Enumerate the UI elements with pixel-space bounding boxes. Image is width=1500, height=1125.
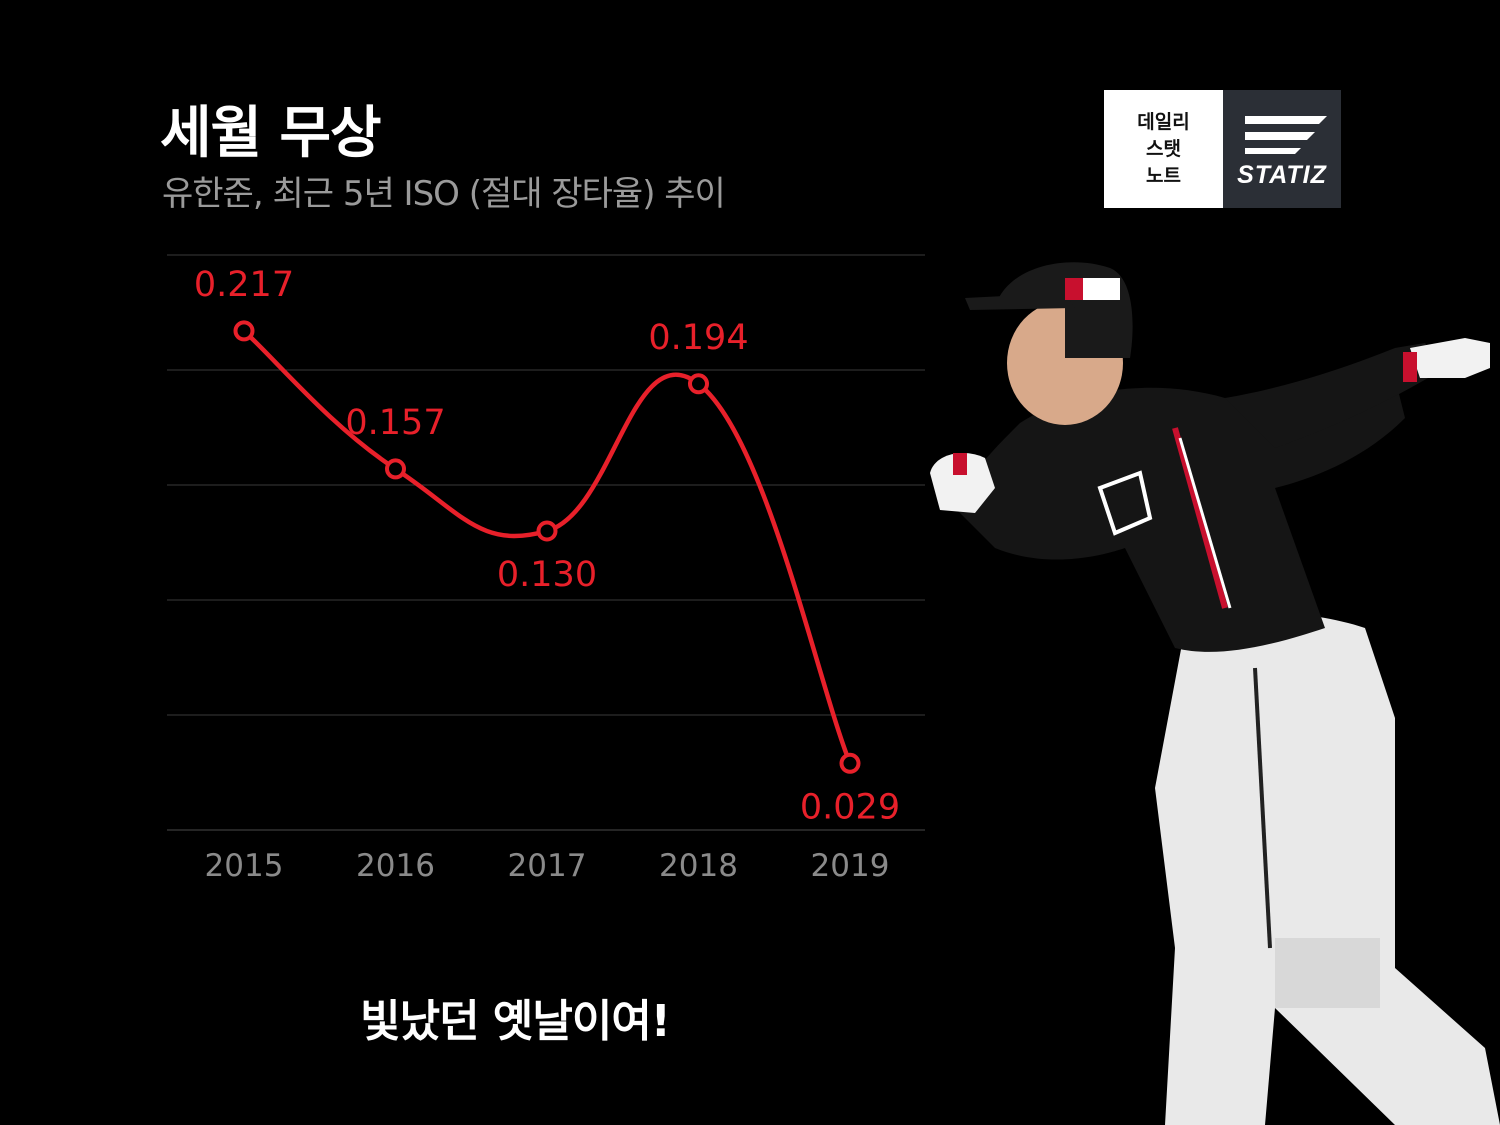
badge-line-3: 노트 [1146, 164, 1181, 187]
statiz-brand-panel: STATIZ [1223, 90, 1341, 208]
statiz-stripes-icon [1245, 116, 1327, 154]
chart-title: 세월 무상 [160, 101, 382, 166]
x-tick-label: 2016 [356, 848, 435, 884]
badge-line-2: 스탯 [1146, 137, 1181, 160]
data-label: 0.157 [345, 403, 445, 443]
data-point [536, 520, 558, 542]
chart-caption: 빛났던 옛날이여! [360, 996, 671, 1047]
x-tick-label: 2017 [508, 848, 587, 884]
data-point [385, 458, 406, 480]
batter-photo [930, 262, 1500, 1125]
iso-line-chart: 2015 2016 2017 2018 2019 0.217 0.157 0.130 0.194… [167, 254, 925, 884]
data-point [839, 752, 861, 774]
x-tick-label: 2015 [205, 848, 284, 884]
badge-line-1: 데일리 [1137, 110, 1190, 133]
data-label: 0.194 [648, 318, 748, 358]
data-point [233, 320, 255, 342]
statiz-brand-text: STATIZ [1237, 161, 1327, 189]
data-label: 0.217 [194, 265, 294, 305]
chart-subtitle: 유한준, 최근 5년 ISO (절대 장타율) 추이 [162, 174, 726, 214]
statiz-logo: 데일리 스탯 노트 STATIZ [1104, 90, 1341, 208]
data-label: 0.029 [800, 787, 900, 827]
x-tick-label: 2018 [659, 848, 738, 884]
daily-stat-note-badge: 데일리 스탯 노트 [1104, 90, 1223, 208]
iso-series-line [241, 328, 853, 766]
data-label: 0.130 [497, 555, 597, 595]
x-tick-label: 2019 [811, 848, 890, 884]
data-point [688, 373, 709, 395]
